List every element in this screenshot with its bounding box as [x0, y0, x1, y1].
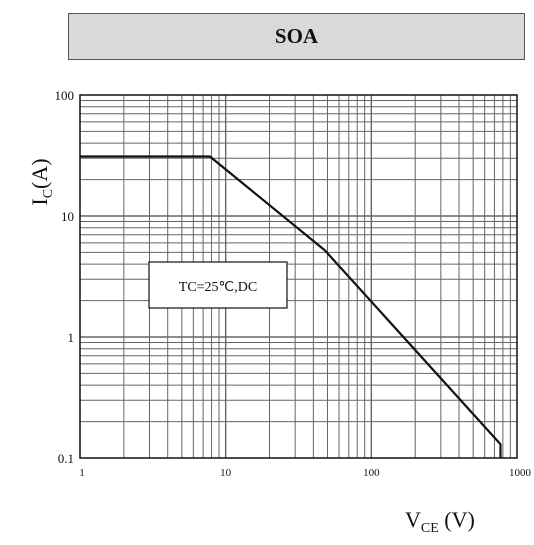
x-tick-labels: 1 10 100 1000: [79, 467, 531, 479]
x-axis-main: V: [405, 507, 421, 532]
y-tick-label: 100: [55, 88, 75, 103]
y-axis-unit: (A): [27, 158, 52, 189]
x-axis-unit: (V): [439, 507, 475, 532]
x-tick-label: 10: [220, 467, 232, 479]
y-axis-title: IC(A): [27, 158, 56, 205]
x-tick-label: 1000: [509, 467, 532, 479]
y-tick-labels: 0.1 1 10 100: [55, 88, 75, 466]
soa-curve: [80, 157, 501, 459]
x-axis-sub: CE: [421, 521, 439, 536]
y-tick-label: 1: [68, 330, 75, 345]
x-axis-title: VCE (V): [405, 507, 475, 536]
annotation-box: TC=25℃,DC: [149, 262, 287, 308]
plot-frame: [80, 95, 517, 458]
y-axis-main: I: [27, 198, 52, 205]
x-tick-label: 100: [363, 467, 380, 479]
y-axis-sub: C: [41, 189, 56, 198]
y-tick-label: 0.1: [58, 451, 74, 466]
y-tick-label: 10: [61, 209, 74, 224]
series-layer: [80, 157, 501, 459]
annotation-text: TC=25℃,DC: [179, 280, 257, 295]
x-tick-label: 1: [79, 467, 85, 479]
grid: [80, 95, 517, 458]
